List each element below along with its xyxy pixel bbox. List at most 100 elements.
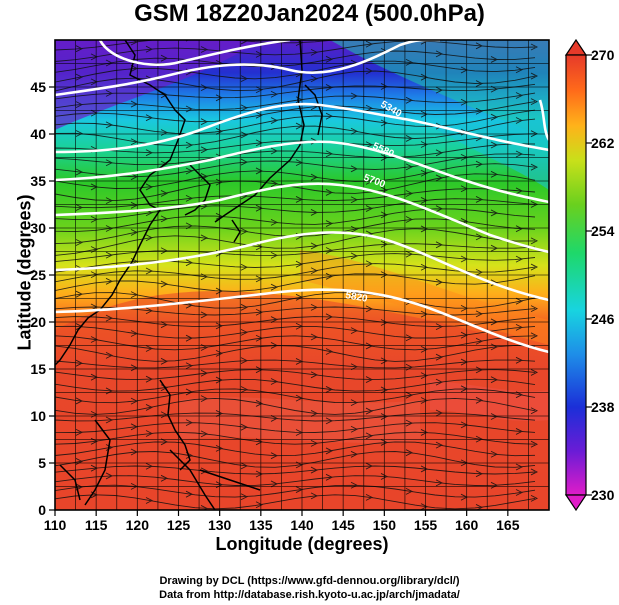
streamline-arrow (310, 439, 319, 447)
y-axis: 0 5 10 15 20 25 30 35 40 45 (30, 79, 55, 518)
streamline-arrow (435, 50, 444, 58)
x-tick-label: 160 (455, 517, 479, 533)
streamline-arrow (490, 141, 499, 149)
streamline (55, 92, 536, 111)
streamline-arrow (310, 173, 319, 181)
y-tick-label: 20 (30, 314, 46, 330)
streamline-arrow (75, 73, 84, 81)
streamline-arrow (350, 196, 359, 204)
streamline-arrow (530, 440, 539, 448)
streamline-arrow (420, 141, 429, 148)
streamline (55, 412, 536, 422)
streamline-arrow (515, 117, 524, 124)
streamline-arrow (475, 268, 484, 276)
streamline-arrow (365, 462, 374, 470)
streamline-arrow (365, 376, 374, 383)
streamline-arrow (365, 67, 374, 75)
streamline-arrow (405, 391, 414, 399)
streamline (55, 263, 536, 283)
streamline-arrow (255, 470, 264, 478)
streamline-arrow (200, 118, 209, 126)
streamline (55, 109, 536, 135)
streamline-arrow (200, 467, 209, 475)
streamline-arrow (105, 251, 114, 259)
streamline-arrow (435, 378, 444, 386)
streamline-arrow (145, 462, 154, 470)
streamline-arrow (215, 322, 224, 330)
streamline-arrow (365, 141, 374, 149)
streamline-arrow (75, 428, 84, 436)
streamline-arrow (420, 503, 429, 510)
streamline-arrow (185, 334, 194, 342)
streamline-arrow (200, 84, 209, 91)
streamline-arrow (515, 150, 524, 158)
streamline-arrow (270, 117, 279, 124)
streamline-arrow (270, 415, 279, 422)
streamline-arrow (405, 250, 414, 258)
streamline (55, 316, 536, 328)
streamline-arrow (380, 83, 389, 90)
y-tick-label: 35 (30, 173, 46, 189)
streamline-arrow (530, 72, 539, 80)
streamline-arrow (490, 481, 499, 489)
streamline-arrow (240, 303, 249, 311)
streamline-arrow (255, 308, 264, 316)
streamline (55, 40, 338, 51)
streamline-arrow (310, 410, 319, 417)
streamline-arrow (310, 466, 319, 474)
streamline (55, 451, 536, 468)
streamline-arrow (365, 432, 374, 440)
x-tick-label: 130 (208, 517, 232, 533)
streamline-arrow (310, 209, 319, 216)
streamline-arrow (380, 319, 389, 326)
streamline-arrow (270, 378, 279, 385)
streamline-arrow (90, 215, 99, 223)
streamline-arrow (325, 473, 334, 481)
streamline-arrow (75, 168, 84, 176)
streamline-arrow (420, 197, 429, 204)
streamline-arrow (490, 279, 499, 287)
streamline-arrow (530, 263, 539, 271)
streamline-arrow (475, 310, 484, 318)
y-tick-label: 0 (38, 502, 46, 518)
streamline-arrow (530, 369, 539, 376)
streamline-arrow (515, 187, 524, 195)
streamline-arrow (270, 251, 279, 259)
streamline-arrow (405, 216, 414, 223)
streamline-arrow (380, 386, 389, 394)
y-tick-label: 5 (38, 455, 46, 471)
x-tick-label: 155 (414, 517, 438, 533)
streamline-arrow (405, 58, 414, 66)
streamline-arrow (160, 247, 169, 255)
streamline-arrow (350, 165, 359, 173)
streamline-arrow (75, 458, 84, 465)
streamline-arrow (461, 29, 467, 35)
streamline-arrow (310, 492, 319, 500)
streamline-arrow (185, 167, 194, 175)
streamline-arrow (200, 146, 209, 154)
streamline (55, 369, 536, 381)
streamline (55, 397, 536, 415)
streamline-arrow (515, 428, 524, 435)
streamline-arrow (160, 474, 169, 482)
streamline (55, 253, 536, 273)
streamline-arrow (185, 194, 194, 202)
y-tick-label: 25 (30, 267, 46, 283)
streamline-arrow (435, 278, 444, 286)
streamline-arrow (145, 234, 154, 242)
streamline-arrow (310, 75, 319, 83)
streamline-arrow (405, 135, 414, 142)
streamline-arrow (215, 127, 224, 135)
streamline-arrow (420, 465, 429, 473)
streamline-arrow (435, 174, 444, 182)
streamline-arrow (145, 183, 154, 191)
streamline-arrow (75, 204, 84, 211)
streamline-arrow (475, 196, 484, 203)
streamline-arrow (270, 283, 279, 291)
streamline-arrow (240, 357, 249, 365)
x-tick-label: 140 (290, 517, 314, 533)
streamline-arrow (145, 267, 154, 275)
y-tick-label: 15 (30, 361, 46, 377)
streamline-arrow (475, 470, 484, 478)
